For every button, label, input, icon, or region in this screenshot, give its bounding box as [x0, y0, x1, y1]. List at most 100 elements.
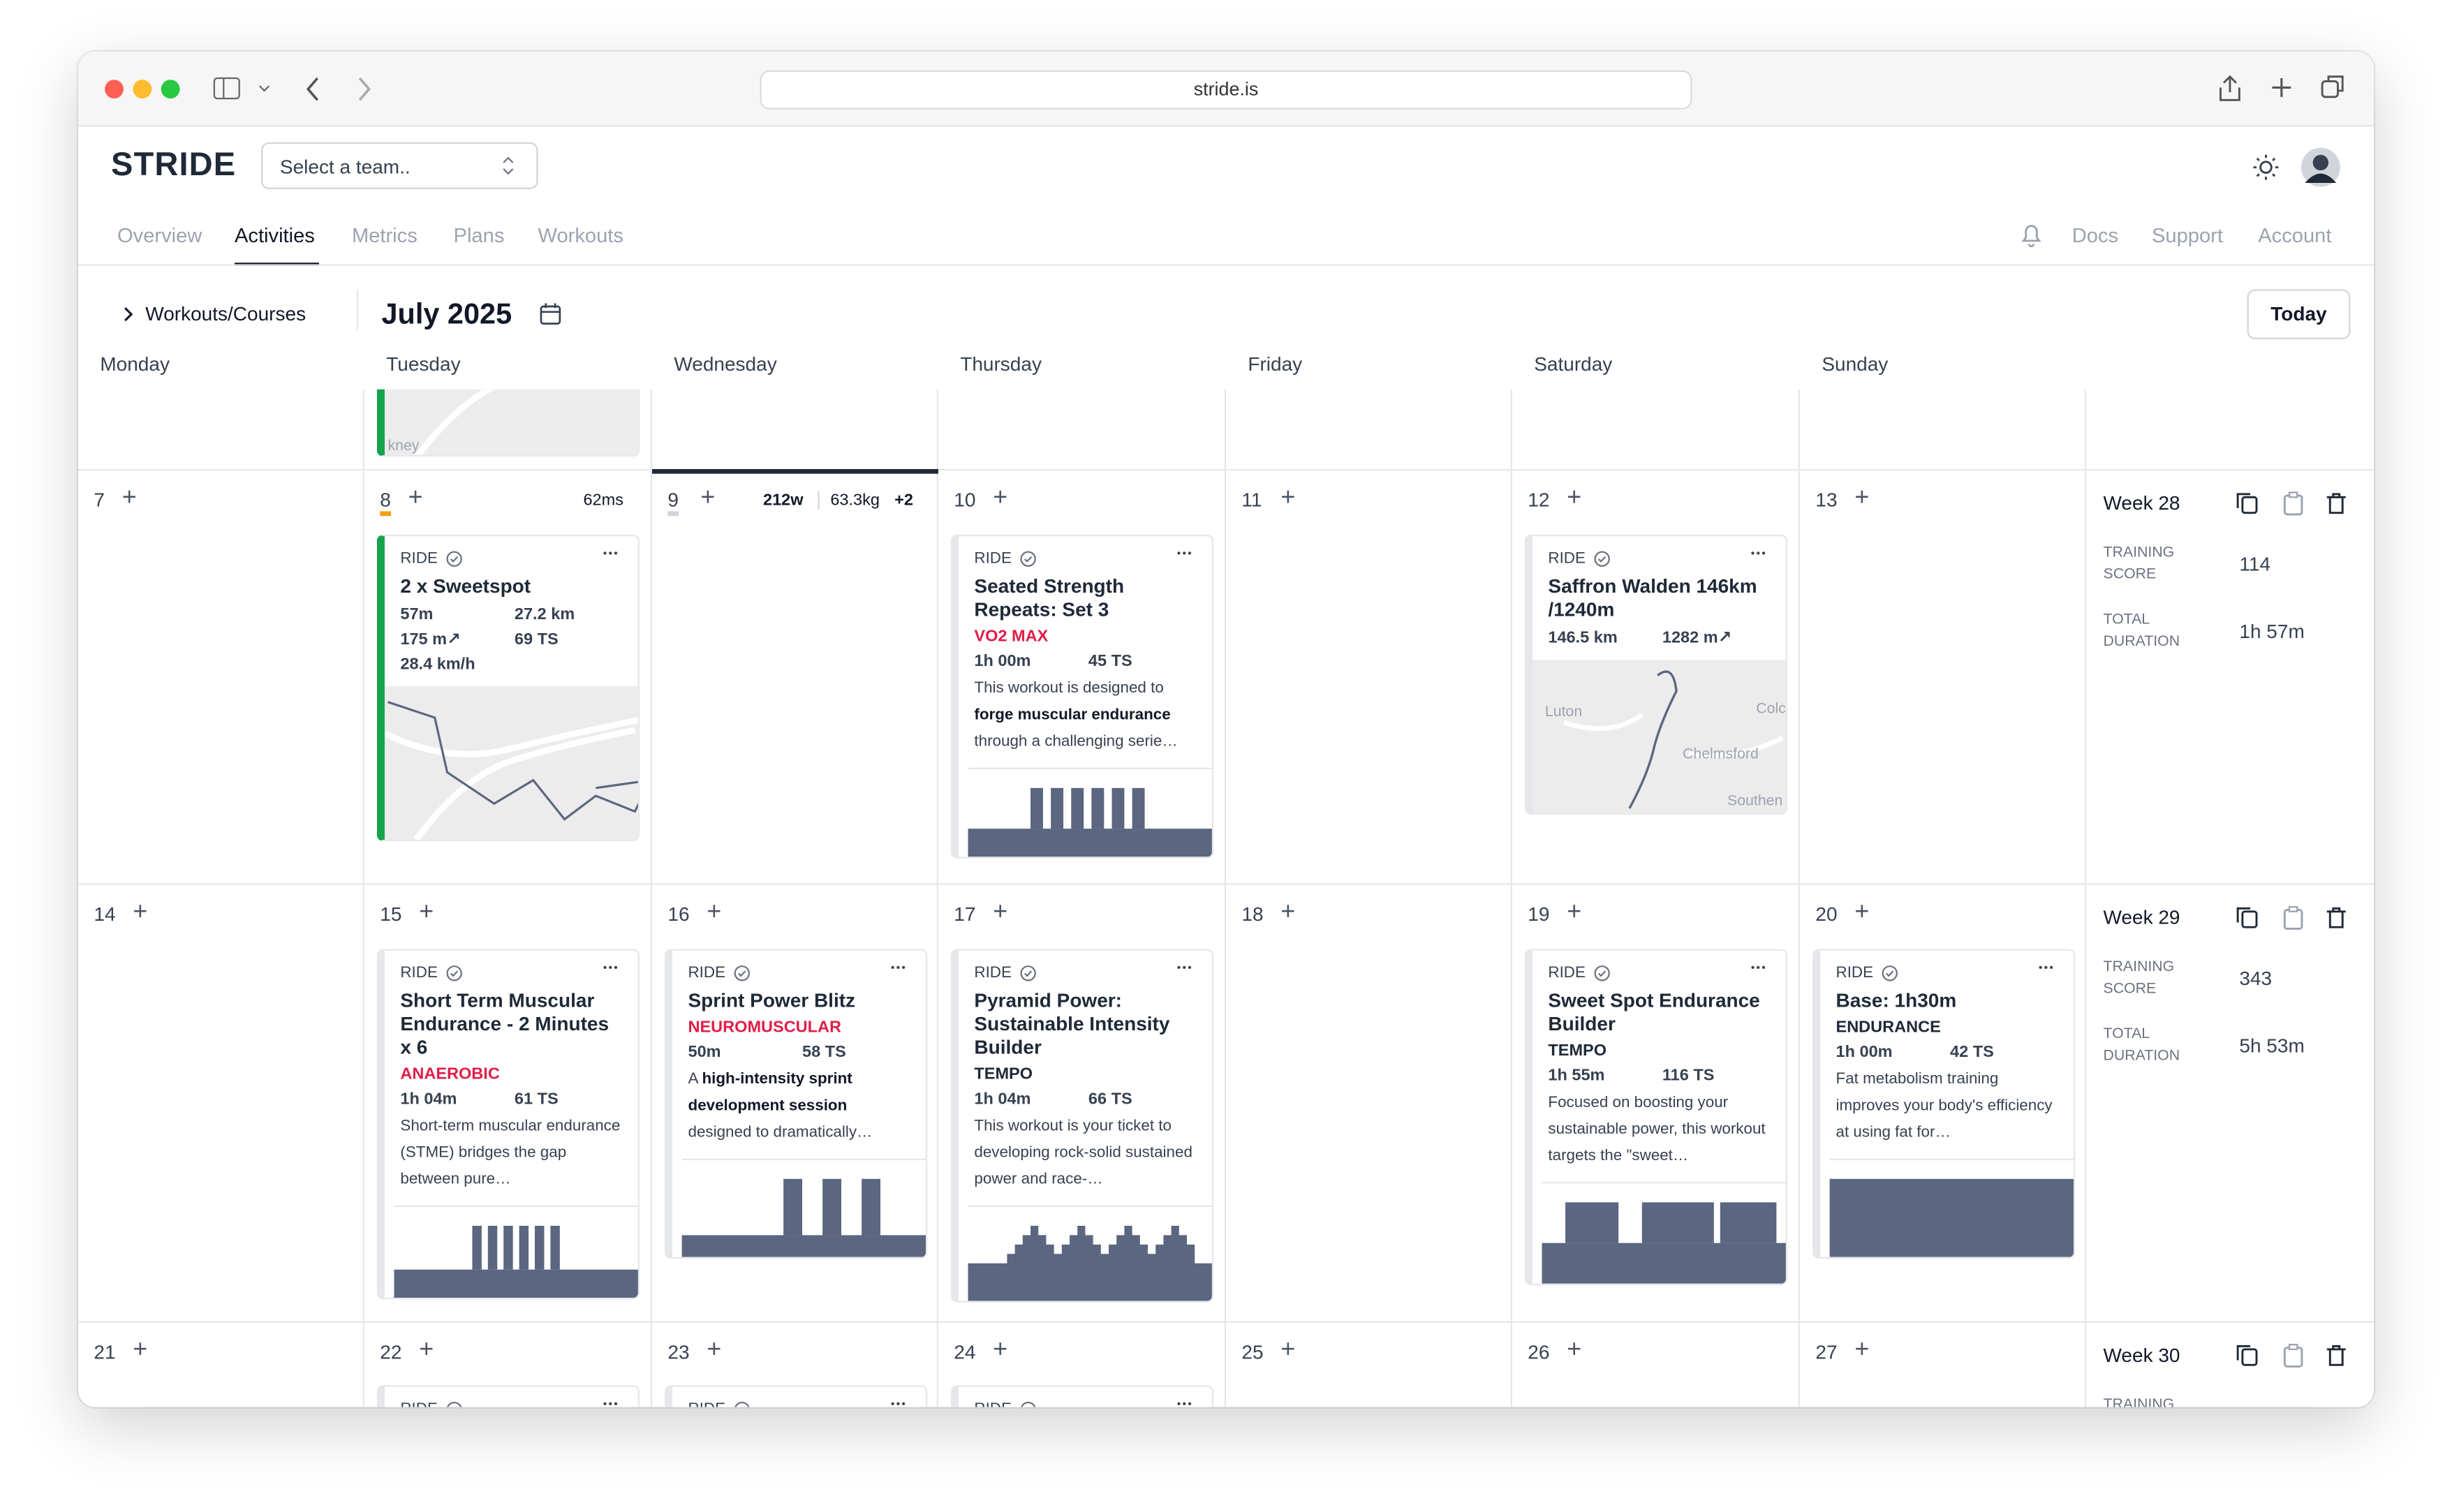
- browser-actions[interactable]: [2213, 72, 2361, 103]
- activity-title: 2 x Sweetspot: [400, 575, 531, 598]
- card-body: RIDE •••: [959, 1387, 1212, 1407]
- card-menu[interactable]: •••: [1176, 963, 1193, 974]
- status-icon: [1020, 964, 1036, 981]
- add-activity[interactable]: +: [707, 1337, 722, 1364]
- add-activity[interactable]: +: [1280, 484, 1296, 512]
- notifications[interactable]: [2019, 221, 2044, 249]
- stat: 146.5 km: [1548, 628, 1618, 648]
- day-cell: [652, 389, 938, 469]
- card-header: RIDE: [974, 1398, 1196, 1407]
- card-menu[interactable]: •••: [1176, 549, 1193, 560]
- zone-label: TEMPO: [1548, 1041, 1607, 1060]
- card-menu[interactable]: •••: [890, 1399, 908, 1407]
- nav-tab[interactable]: Overview: [117, 223, 202, 247]
- team-select[interactable]: Select a team..: [261, 142, 538, 190]
- add-activity[interactable]: +: [1854, 898, 1870, 926]
- activity-card[interactable]: RIDE ••• Seated Strength Repeats: Set 3 VO2…: [950, 535, 1214, 859]
- day-cell: 18 +: [1226, 884, 1512, 1323]
- day-metric: +2: [894, 491, 914, 510]
- avatar[interactable]: [2300, 147, 2341, 188]
- sidebar-toggle[interactable]: [213, 75, 276, 103]
- description-text: Short-term muscular endurance (STME) bri…: [400, 1118, 621, 1189]
- add-activity[interactable]: +: [1567, 1337, 1582, 1364]
- card-menu[interactable]: •••: [603, 963, 619, 974]
- header-link[interactable]: Docs: [2071, 223, 2119, 247]
- card-menu[interactable]: •••: [603, 1399, 619, 1407]
- week-summary: Week 29 TRAINING SCORE 343 TOTAL DURATION 5h…: [2086, 885, 2374, 1323]
- nav-tab[interactable]: Activities: [234, 223, 315, 247]
- weekday-label: Wednesday: [674, 353, 777, 376]
- url-bar[interactable]: stride.is: [760, 70, 1692, 110]
- day-number: 25: [1241, 1341, 1264, 1364]
- add-activity[interactable]: +: [419, 898, 434, 926]
- route-line: [414, 389, 496, 455]
- day-number: 19: [1528, 903, 1550, 926]
- activity-title: Base: 1h30m: [1836, 989, 1957, 1012]
- add-activity[interactable]: +: [408, 484, 423, 512]
- header-link[interactable]: Account: [2258, 223, 2332, 247]
- add-activity[interactable]: +: [121, 484, 137, 512]
- add-activity[interactable]: +: [993, 898, 1008, 926]
- theme-toggle[interactable]: [2252, 153, 2280, 181]
- description: This workout is designed to forge muscul…: [974, 676, 1196, 755]
- minimize-button[interactable]: [133, 80, 152, 99]
- activity-card[interactable]: RIDE •••: [376, 1385, 640, 1407]
- add-activity[interactable]: +: [133, 898, 148, 926]
- activity-title: Sweet Spot Endurance Builder: [1548, 989, 1760, 1035]
- activity-card[interactable]: RIDE •••: [950, 1385, 1214, 1407]
- add-activity[interactable]: +: [993, 484, 1008, 512]
- activity-card[interactable]: RIDE ••• Saffron Walden 146km /1240m 146.5 …: [1524, 535, 1788, 815]
- add-activity[interactable]: +: [1280, 1337, 1296, 1364]
- card-menu[interactable]: •••: [603, 549, 619, 560]
- activity-card[interactable]: kney: [376, 389, 640, 457]
- logo[interactable]: STRIDE: [111, 147, 237, 184]
- profile-block: [681, 1235, 926, 1257]
- day-cell: 21 +: [78, 1322, 364, 1407]
- day-cell: 14 +: [78, 884, 364, 1323]
- card-menu[interactable]: •••: [1750, 549, 1767, 560]
- route-map: Luton Colc Chelmsford Southen: [1532, 660, 1786, 813]
- nav-tab[interactable]: Metrics: [351, 223, 418, 247]
- zoom-button[interactable]: [161, 80, 180, 99]
- add-activity[interactable]: +: [133, 1337, 148, 1364]
- activity-card[interactable]: RIDE •••: [664, 1385, 928, 1407]
- add-activity[interactable]: +: [700, 484, 716, 512]
- header-link[interactable]: Support: [2151, 223, 2223, 247]
- add-activity[interactable]: +: [1567, 898, 1582, 926]
- nav-tab[interactable]: Plans: [453, 223, 505, 247]
- today-button[interactable]: Today: [2247, 289, 2351, 340]
- activity-card[interactable]: RIDE ••• Sweet Spot Endurance Builder TEMPO…: [1524, 949, 1788, 1286]
- week-row: 7 +8 +62ms RIDE ••• 2 x Sweetspot 57m 27.2 km 17…: [77, 468, 2375, 885]
- add-activity[interactable]: +: [1854, 1337, 1870, 1364]
- week-actions[interactable]: [2236, 1343, 2361, 1368]
- card-body: RIDE ••• Saffron Walden 146km /1240m 146.5 …: [1532, 536, 1786, 813]
- add-activity[interactable]: +: [707, 898, 722, 926]
- stat: 66 TS: [1088, 1090, 1132, 1109]
- add-activity[interactable]: +: [419, 1337, 434, 1364]
- route-map: kney: [384, 389, 638, 455]
- close-button[interactable]: [105, 80, 124, 99]
- activity-card[interactable]: RIDE ••• Short Term Muscular Endurance - 2…: [376, 949, 640, 1300]
- nav-arrows[interactable]: [302, 75, 380, 103]
- week-actions[interactable]: [2236, 491, 2361, 516]
- calendar-picker[interactable]: [540, 302, 561, 325]
- summary-stat-label: TRAINING SCORE: [2103, 544, 2175, 584]
- add-activity[interactable]: +: [1280, 898, 1296, 926]
- activity-card[interactable]: RIDE ••• 2 x Sweetspot 57m 27.2 km 175 m↗ 69 T…: [376, 535, 640, 842]
- card-menu[interactable]: •••: [890, 963, 908, 974]
- week-actions[interactable]: [2236, 905, 2361, 931]
- add-activity[interactable]: +: [1854, 484, 1870, 512]
- add-activity[interactable]: +: [993, 1337, 1008, 1364]
- card-menu[interactable]: •••: [1750, 963, 1767, 974]
- breadcrumb[interactable]: Workouts/Courses: [145, 303, 306, 325]
- nav-tab[interactable]: Workouts: [538, 223, 623, 247]
- activity-card[interactable]: RIDE ••• Base: 1h30m ENDURANCE 1h 00m 42 TS Fa…: [1812, 949, 2076, 1259]
- day-number: 14: [94, 903, 116, 926]
- add-activity[interactable]: +: [1567, 484, 1582, 512]
- card-menu[interactable]: •••: [2038, 963, 2055, 974]
- activity-card[interactable]: RIDE ••• Pyramid Power: Sustainable Intens…: [950, 949, 1214, 1303]
- day-number: 17: [954, 903, 976, 926]
- day-number: 10: [954, 489, 976, 512]
- card-menu[interactable]: •••: [1176, 1399, 1193, 1407]
- activity-card[interactable]: RIDE ••• Sprint Power Blitz NEUROMUSCULAR 50…: [664, 949, 928, 1259]
